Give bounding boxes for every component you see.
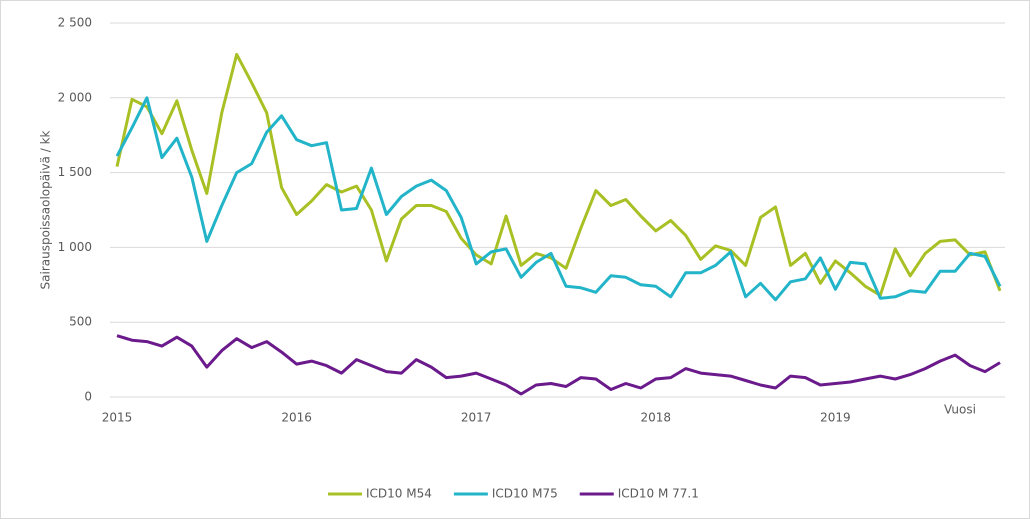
y-tick-label: 2 500 (58, 16, 92, 30)
series-line (115, 96, 1002, 302)
series-line (115, 52, 1002, 297)
legend-label: ICD10 M 77.1 (618, 487, 699, 501)
y-tick-label: 500 (69, 315, 92, 329)
legend-label: ICD10 M54 (366, 487, 432, 501)
series-line (116, 334, 1001, 396)
x-tick-label: 2015 (102, 411, 133, 425)
y-axis-label: Sairauspoissaolopäivä / kk (39, 130, 53, 289)
x-axis-label: Vuosi (944, 403, 976, 417)
y-tick-label: 1 500 (58, 165, 92, 179)
legend-label: ICD10 M75 (492, 487, 558, 501)
x-tick-label: 2017 (461, 411, 492, 425)
x-tick-label: 2019 (820, 411, 851, 425)
x-tick-label: 2016 (281, 411, 312, 425)
y-tick-label: 0 (84, 390, 92, 404)
y-tick-label: 1 000 (58, 240, 92, 254)
x-tick-label: 2018 (641, 411, 672, 425)
y-tick-label: 2 000 (58, 90, 92, 104)
